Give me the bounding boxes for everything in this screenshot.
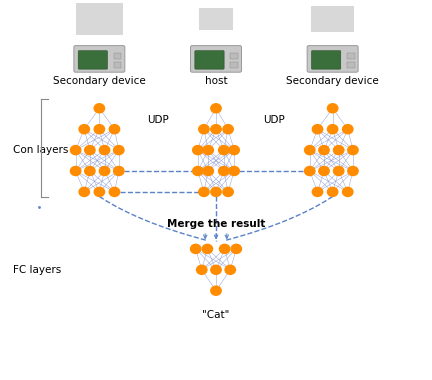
Circle shape [305,146,315,155]
Circle shape [305,166,315,176]
Circle shape [334,146,344,155]
Circle shape [99,166,110,176]
Circle shape [79,187,89,196]
FancyBboxPatch shape [311,6,354,32]
Circle shape [229,166,239,176]
Circle shape [231,244,241,253]
Text: host: host [205,76,227,86]
Circle shape [211,104,221,113]
Circle shape [219,166,229,176]
Circle shape [225,265,235,274]
FancyBboxPatch shape [191,46,241,72]
Circle shape [193,146,203,155]
Circle shape [94,125,105,134]
Text: Secondary device: Secondary device [53,76,146,86]
Circle shape [211,265,221,274]
Circle shape [114,166,124,176]
FancyBboxPatch shape [199,8,233,30]
Circle shape [114,146,124,155]
FancyBboxPatch shape [311,51,341,69]
Text: UDP: UDP [264,115,285,125]
Bar [347,62,355,68]
Circle shape [223,187,233,196]
Bar [230,53,238,59]
Circle shape [85,166,95,176]
Circle shape [312,187,323,196]
Circle shape [70,166,81,176]
FancyBboxPatch shape [74,46,125,72]
Circle shape [327,104,338,113]
Circle shape [94,187,105,196]
Circle shape [312,125,323,134]
Circle shape [109,187,120,196]
Text: UDP: UDP [147,115,168,125]
Circle shape [327,187,338,196]
Circle shape [79,125,89,134]
Circle shape [219,244,230,253]
Circle shape [223,125,233,134]
Circle shape [199,187,209,196]
Circle shape [203,166,213,176]
Circle shape [219,146,229,155]
Circle shape [197,265,207,274]
Circle shape [343,125,353,134]
Circle shape [343,187,353,196]
Circle shape [70,146,81,155]
Circle shape [203,146,213,155]
Circle shape [109,125,120,134]
Text: Con layers: Con layers [13,145,68,155]
Bar [114,53,121,59]
Circle shape [348,166,358,176]
Circle shape [229,146,239,155]
Circle shape [348,146,358,155]
Circle shape [191,244,201,253]
FancyBboxPatch shape [307,46,358,72]
Bar [230,62,238,68]
Circle shape [211,286,221,295]
Circle shape [319,166,329,176]
Text: Merge the result: Merge the result [167,219,265,229]
Text: FC layers: FC layers [13,265,61,275]
Circle shape [211,125,221,134]
Circle shape [319,146,329,155]
Bar [347,53,355,59]
Circle shape [193,166,203,176]
Text: Secondary device: Secondary device [286,76,379,86]
Circle shape [334,166,344,176]
FancyBboxPatch shape [76,3,123,35]
FancyBboxPatch shape [195,51,224,69]
Circle shape [211,187,221,196]
Text: "Cat": "Cat" [202,310,230,320]
Bar [114,62,121,68]
Circle shape [202,244,213,253]
FancyBboxPatch shape [78,51,108,69]
Circle shape [85,146,95,155]
Circle shape [199,125,209,134]
Circle shape [327,125,338,134]
Circle shape [94,104,105,113]
Circle shape [99,146,110,155]
